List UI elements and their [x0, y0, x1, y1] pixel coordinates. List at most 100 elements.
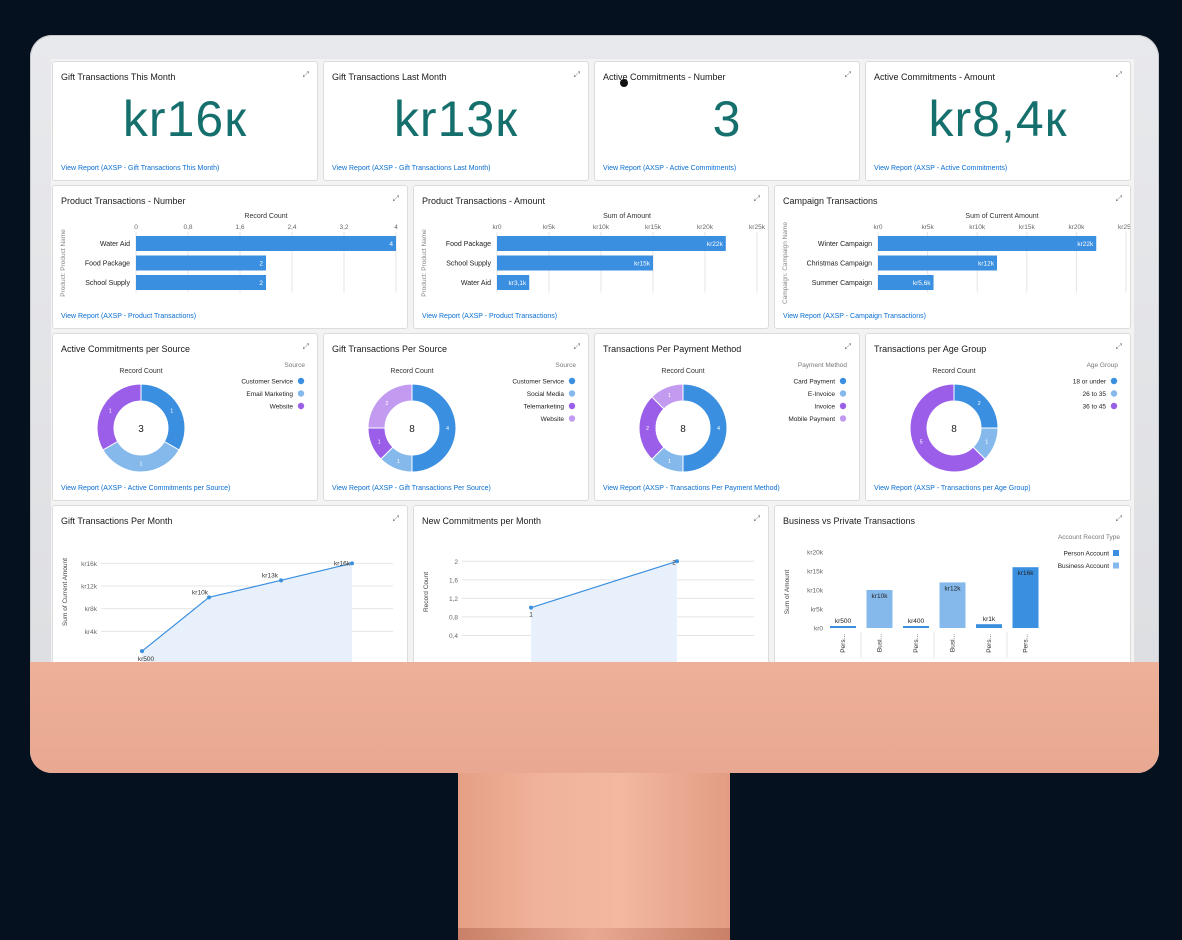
legend-swatch	[1110, 390, 1118, 397]
expand-icon[interactable]: ⤢	[392, 194, 399, 203]
legend-swatch	[568, 377, 576, 385]
expand-icon[interactable]: ⤢	[844, 70, 851, 79]
card-title: New Commitments per Month	[422, 516, 542, 526]
x-axis-label: Sum of Amount	[603, 213, 651, 220]
x-tick-label: kr5k	[921, 224, 934, 231]
data-label: kr10k	[872, 593, 889, 600]
chart-subtitle: Record Count	[390, 368, 433, 375]
bar	[497, 255, 653, 271]
view-report-link[interactable]: View Report (AXSP - Transactions Per Pay…	[603, 485, 780, 492]
age-group-donut: Record Count 2 1 5 8 Age Group 18 or under 26 t…	[909, 362, 1119, 473]
line-card-new-commitments: New Commitments per Month ⤢ 2 1,6 1,2 0,8 0,…	[413, 505, 769, 662]
legend-title: Source	[555, 362, 576, 369]
donut-slice	[953, 383, 999, 429]
x-tick-label: Pers...	[913, 634, 920, 653]
y-tick-label: kr15k	[807, 569, 824, 576]
view-report-link[interactable]: View Report (AXSP - Product Transactions…	[422, 313, 558, 320]
y-tick-label: 0,4	[449, 633, 458, 640]
x-tick-label: Pers...	[986, 634, 993, 653]
data-label: kr16k	[1018, 570, 1035, 577]
legend-title: Source	[284, 362, 305, 369]
expand-icon[interactable]: ⤢	[1115, 342, 1122, 351]
legend-swatch	[839, 390, 847, 397]
donut-slice	[96, 383, 142, 451]
data-label: kr15k	[634, 261, 651, 268]
slice-label: 2	[646, 426, 649, 432]
bar-card-campaign: Campaign Transactions ⤢ Sum of Current A…	[774, 185, 1131, 329]
area-fill	[142, 563, 352, 662]
view-report-link[interactable]: View Report (AXSP - Gift Transactions Pe…	[332, 485, 491, 492]
y-tick-label: kr20k	[807, 550, 824, 557]
slice-label: 2	[385, 401, 388, 407]
expand-icon[interactable]: ⤢	[1115, 514, 1122, 523]
view-report-link[interactable]: View Report (AXSP - Transactions per Age…	[874, 485, 1031, 492]
y-tick-label: 0,8	[449, 614, 458, 621]
view-report-link[interactable]: View Report (AXSP - Active Commitments)	[603, 165, 737, 172]
legend-swatch	[297, 390, 305, 397]
bar-card-product-amount: Product Transactions - Amount ⤢ Sum of A…	[413, 185, 769, 329]
expand-icon[interactable]: ⤢	[753, 514, 760, 523]
y-axis-label: Sum of Amount	[784, 570, 791, 615]
legend-item-label: E-Invoice	[808, 391, 835, 398]
slice-label: 1	[378, 440, 381, 446]
view-report-link[interactable]: View Report (AXSP - Active Commitments)	[874, 165, 1008, 172]
expand-icon[interactable]: ⤢	[573, 342, 580, 351]
legend-swatch	[839, 402, 847, 410]
data-point	[675, 559, 679, 564]
gift-source-donut: Record Count 4 1 1 2 8 Source Customer Service S…	[367, 362, 576, 473]
legend-swatch	[1113, 562, 1119, 569]
expand-icon[interactable]: ⤢	[753, 194, 760, 203]
data-label: 4	[389, 241, 393, 248]
kpi-card-gift-last-month: Gift Transactions Last Month ⤢ kr13к Vie…	[323, 61, 589, 181]
data-label: kr22k	[707, 241, 724, 248]
data-label: kr5,6k	[913, 280, 931, 287]
monitor-chin	[30, 662, 1159, 773]
chart-subtitle: Record Count	[661, 368, 704, 375]
y-tick-label: 2	[454, 559, 458, 566]
slice-label: 1	[109, 408, 112, 414]
y-tick-label: kr0	[814, 626, 823, 633]
x-tick-label: kr10k	[593, 224, 610, 231]
campaign-chart: Sum of Current Amount kr0 kr5k kr10k kr15k kr…	[782, 213, 1130, 304]
bar	[497, 275, 530, 290]
data-label: 2	[259, 261, 263, 268]
expand-icon[interactable]: ⤢	[1115, 70, 1122, 79]
view-report-link[interactable]: View Report (AXSP - Product Transactions…	[61, 313, 197, 320]
x-tick-label: kr15k	[1019, 224, 1036, 231]
card-title: Active Commitments - Number	[603, 72, 726, 82]
x-tick-label: kr25k	[1118, 224, 1130, 231]
view-report-link[interactable]: View Report (AXSP - Campaign Transaction…	[783, 313, 926, 320]
card-title: Transactions per Age Group	[874, 344, 987, 354]
view-report-link[interactable]: View Report (AXSP - Gift Transactions La…	[332, 165, 491, 172]
card-title: Business vs Private Transactions	[783, 516, 916, 526]
expand-icon[interactable]: ⤢	[573, 70, 580, 79]
category-label: Christmas Campaign	[807, 261, 872, 268]
legend-item-label: Mobile Payment	[788, 416, 835, 423]
expand-icon[interactable]: ⤢	[1115, 194, 1122, 203]
column-bar	[866, 590, 893, 628]
legend-swatch	[297, 402, 305, 410]
data-label: kr16k	[334, 560, 351, 567]
data-label: 1	[529, 612, 533, 619]
kpi-card-commitments-amount: Active Commitments - Amount ⤢ kr8,4к Vie…	[865, 61, 1131, 181]
product-number-chart: Record Count 0 0,8 1,6 2,4 3,2 4 Product: Produ…	[60, 213, 398, 297]
expand-icon[interactable]: ⤢	[844, 342, 851, 351]
legend-title: Age Group	[1087, 362, 1119, 369]
y-axis-label: Sum of Current Amount	[62, 558, 69, 626]
expand-icon[interactable]: ⤢	[302, 70, 309, 79]
x-tick-label: 0	[134, 224, 138, 231]
slice-label: 1	[668, 393, 671, 399]
expand-icon[interactable]: ⤢	[392, 514, 399, 523]
expand-icon[interactable]: ⤢	[302, 342, 309, 351]
business-private-chart: kr20k kr15k kr10k kr5k kr0 Sum of Amount kr500…	[784, 534, 1120, 658]
donut-total: 8	[680, 424, 686, 435]
x-tick-label: 4	[394, 224, 398, 231]
card-title: Campaign Transactions	[783, 196, 878, 206]
view-report-link[interactable]: View Report (AXSP - Gift Transactions Th…	[61, 165, 220, 172]
kpi-value: 3	[712, 91, 742, 147]
slice-label: 1	[397, 459, 400, 465]
x-tick-label: 2,4	[287, 224, 296, 231]
legend-title: Account Record Type	[1058, 534, 1120, 541]
view-report-link[interactable]: View Report (AXSP - Active Commitments p…	[61, 485, 231, 492]
x-tick-label: kr0	[873, 224, 882, 231]
